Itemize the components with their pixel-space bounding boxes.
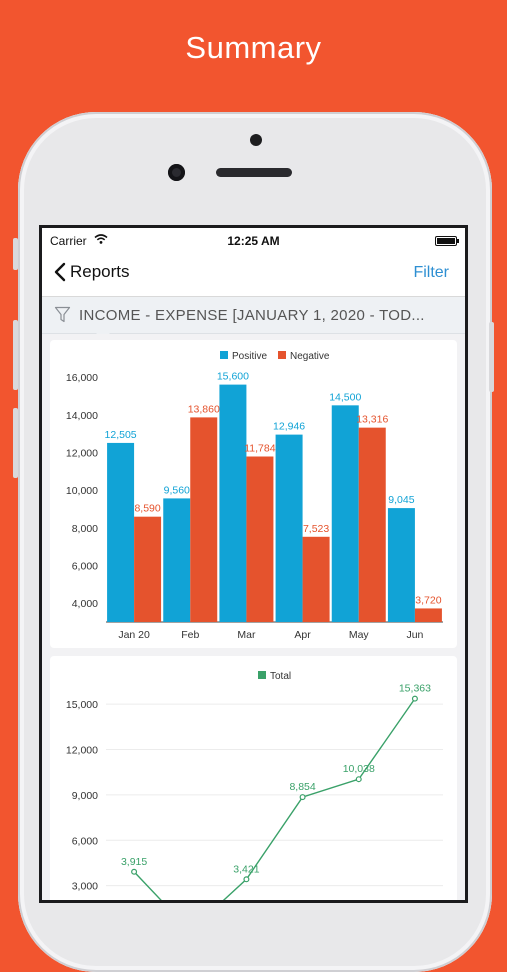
x-tick-label: Feb (181, 629, 199, 641)
promo-title: Summary (185, 30, 322, 65)
total-data-point (299, 794, 306, 801)
bar-value-label: 7,523 (303, 523, 329, 535)
back-button[interactable]: Reports (54, 262, 130, 282)
bar-value-label: 13,316 (356, 414, 388, 426)
y-tick-label: 6,000 (72, 835, 98, 847)
positive-bar (331, 405, 359, 622)
positive-bar (219, 384, 247, 622)
y-tick-label: 15,000 (66, 699, 98, 711)
navigation-bar: Reports Filter (42, 250, 465, 297)
battery-icon (435, 236, 459, 246)
bar-value-label: 9,045 (388, 494, 414, 506)
bar-value-label: 11,784 (244, 443, 275, 455)
legend-swatch-positive (220, 351, 228, 359)
bar-value-label: 14,500 (329, 391, 361, 403)
y-tick-label: 16,000 (66, 372, 98, 384)
positive-bar (275, 434, 303, 622)
x-tick-label: Mar (237, 629, 256, 641)
line-value-label: 10,038 (343, 763, 375, 775)
y-tick-label: 6,000 (72, 560, 98, 572)
line-value-label: 3,915 (121, 856, 147, 868)
bar-value-label: 15,600 (217, 371, 249, 383)
negative-bar (190, 417, 218, 622)
filter-button[interactable]: Filter (413, 264, 449, 281)
negative-bar (246, 456, 274, 622)
y-tick-label: 3,000 (72, 881, 98, 893)
status-time: 12:25 AM (227, 234, 280, 248)
mute-switch (13, 238, 18, 270)
negative-bar (358, 427, 386, 622)
total-line-chart: 3,000 6,000 9,000 12,000 15,000 3,915 3,421 8,8… (66, 671, 443, 900)
power-button (489, 322, 494, 392)
total-data-point (355, 776, 362, 783)
total-data-point (243, 876, 250, 883)
y-tick-label: 10,000 (66, 485, 98, 497)
legend-label: Negative (290, 351, 330, 362)
filter-description: INCOME - EXPENSE [JANUARY 1, 2020 - TOD.… (79, 307, 425, 324)
carrier-label: Carrier (50, 234, 87, 248)
y-tick-label: 12,000 (66, 745, 98, 757)
legend-swatch-negative (278, 351, 286, 359)
legend-label: Positive (232, 351, 267, 362)
y-tick-label: 14,000 (66, 410, 98, 422)
proximity-sensor (250, 134, 262, 146)
line-value-label: 8,854 (289, 781, 315, 793)
app-screen: Carrier 12:25 AM Reports Filter INCOME -… (39, 225, 468, 903)
bar-value-label: 8,590 (134, 503, 160, 515)
bar-value-label: 13,860 (188, 403, 220, 415)
bar-value-label: 3,720 (415, 594, 441, 606)
y-tick-label: 4,000 (72, 598, 98, 610)
y-tick-label: 9,000 (72, 790, 98, 802)
total-series-line (133, 698, 416, 900)
total-data-point (131, 868, 138, 875)
x-tick-label: Jun (406, 629, 423, 641)
volume-down-button (13, 408, 18, 478)
chevron-left-icon (54, 262, 66, 282)
x-tick-label: Jan 20 (118, 629, 150, 641)
positive-bar (163, 498, 191, 622)
bar-value-label: 12,946 (273, 421, 305, 433)
total-data-point (411, 695, 418, 702)
negative-bar (302, 536, 330, 622)
positive-bar (107, 442, 135, 622)
positive-bar (387, 508, 415, 622)
wifi-icon (94, 234, 108, 244)
line-value-label: 15,363 (399, 683, 431, 695)
funnel-icon (54, 306, 71, 323)
y-tick-label: 12,000 (66, 447, 98, 459)
x-tick-label: May (349, 629, 370, 641)
active-filter-bar[interactable]: INCOME - EXPENSE [JANUARY 1, 2020 - TOD.… (42, 297, 465, 334)
bar-chart-card: 4,000 6,000 8,000 10,000 12,000 14,000 16,000 1… (50, 340, 457, 648)
back-button-label: Reports (70, 262, 130, 281)
negative-bar (414, 608, 442, 622)
status-bar: Carrier 12:25 AM (42, 228, 465, 250)
y-tick-label: 8,000 (72, 523, 98, 535)
legend-label: Total (270, 671, 291, 682)
volume-up-button (13, 320, 18, 390)
line-chart-card: 3,000 6,000 9,000 12,000 15,000 3,915 3,421 8,8… (50, 656, 457, 900)
report-content: 4,000 6,000 8,000 10,000 12,000 14,000 16,000 1… (42, 334, 465, 900)
legend-swatch-total (258, 671, 266, 679)
line-value-label: 3,421 (233, 863, 259, 875)
negative-bar (134, 516, 162, 622)
bar-value-label: 9,560 (164, 484, 190, 496)
x-tick-label: Apr (294, 629, 311, 641)
income-expense-bar-chart: 4,000 6,000 8,000 10,000 12,000 14,000 16,000 1… (66, 351, 443, 641)
bar-value-label: 12,505 (105, 429, 137, 441)
earpiece-speaker (216, 168, 292, 177)
front-camera-icon (168, 164, 185, 181)
